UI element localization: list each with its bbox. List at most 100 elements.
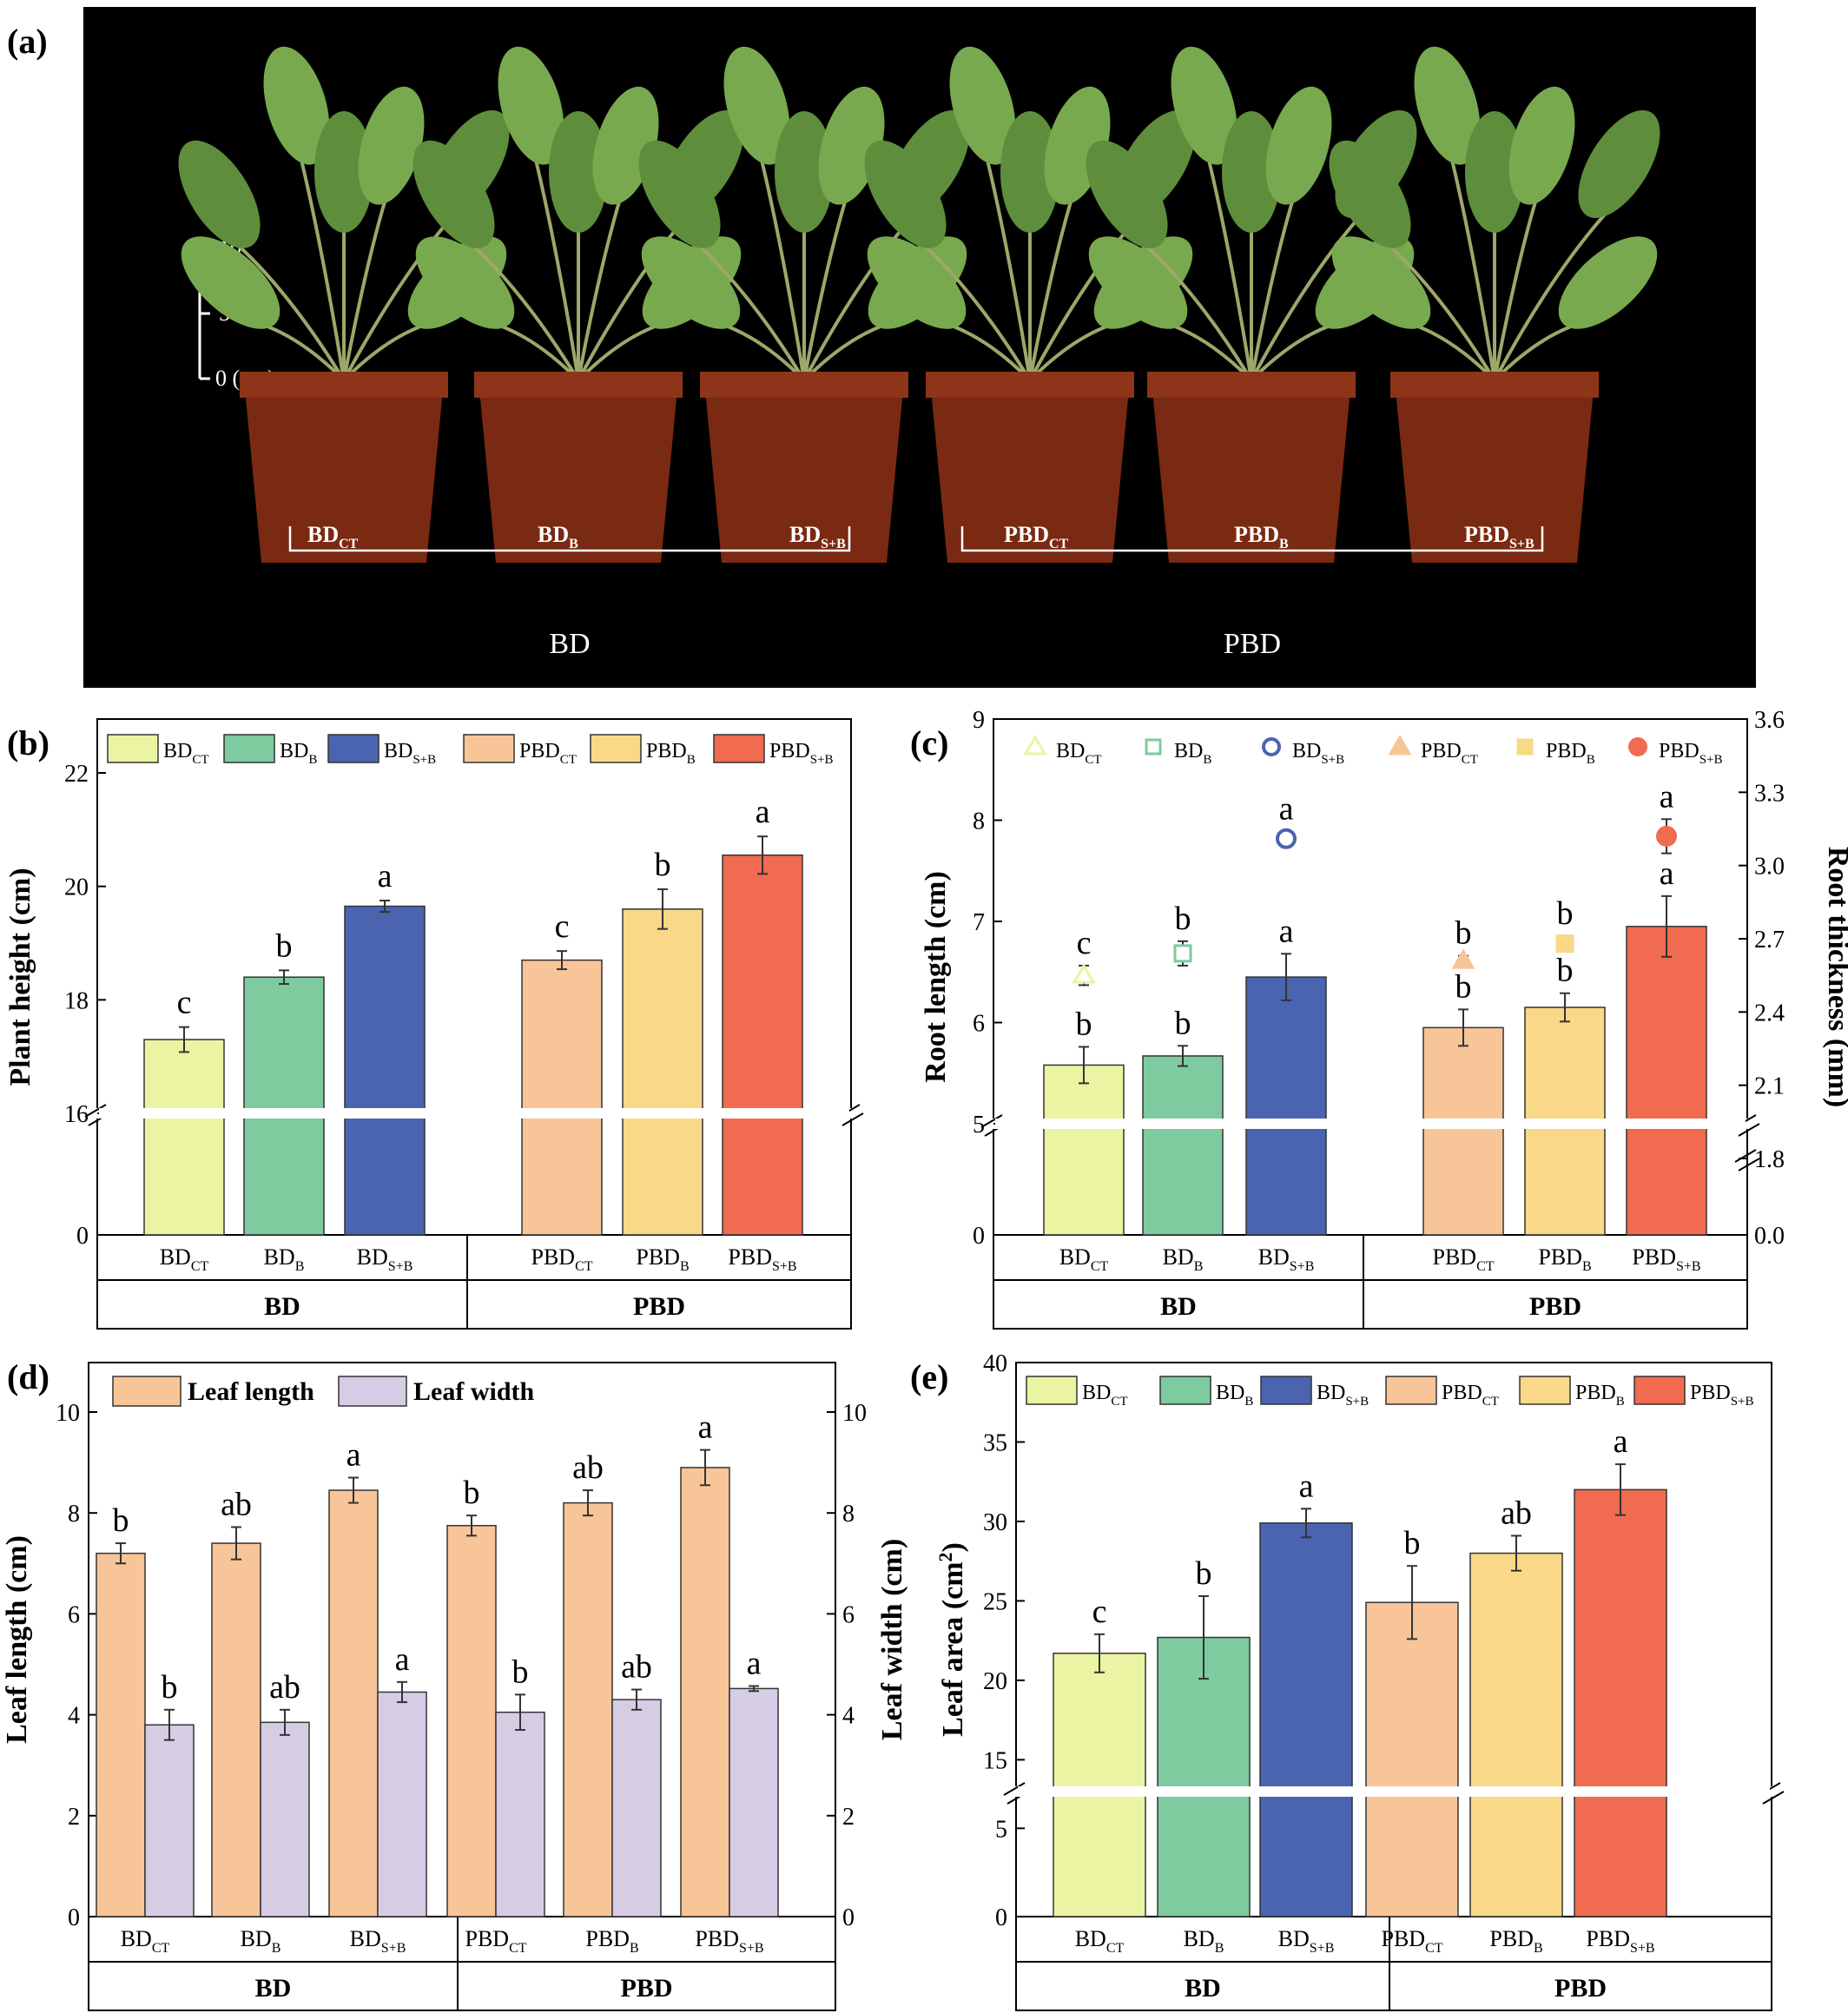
d-legend-label-0: Leaf length [188, 1377, 314, 1406]
e-legend-label-2-sub: S+B [1345, 1395, 1369, 1409]
b-legend-label-3-sub: CT [560, 753, 577, 767]
plant-3-leaf-0 [867, 236, 967, 329]
d-tick-label-1: BDB [241, 1926, 281, 1956]
d-tick-label-0-base: BD [121, 1926, 152, 1951]
d-tick-label-2-base: BD [350, 1926, 381, 1951]
b-legend-label-0-sub: CT [192, 753, 208, 767]
b-bar-4 [622, 908, 703, 1236]
c-ylabel-text: Root length (cm) [920, 871, 952, 1083]
c-letter-3: b [1455, 968, 1472, 1005]
c-legend-label-4-base: PBD [1546, 740, 1587, 762]
plant-4-leaf-3 [1222, 111, 1281, 233]
d-tick-label-0: BDCT [121, 1926, 170, 1956]
e-ytick-label-6: 35 [983, 1429, 1007, 1456]
plant-5-stem-0 [1381, 315, 1496, 382]
d-y2tick-label-4: 8 [842, 1501, 855, 1528]
plant-3-leaf-3 [1000, 111, 1059, 233]
e-bar-4 [1469, 1552, 1563, 1917]
plant-2-leaf-3 [775, 111, 834, 233]
plant-4-stem-2 [1202, 140, 1253, 381]
d-ylabel: Leaf length (cm) [1, 1535, 33, 1744]
c-tick-label-4-sub: B [1582, 1259, 1592, 1274]
d-y2label: Leaf width (cm) [876, 1539, 908, 1740]
c-legend-label-0-sub: CT [1085, 753, 1101, 767]
d-letter-width-0: b [162, 1669, 178, 1706]
b-tick-label-0: BDCT [160, 1244, 209, 1274]
d-tick-label-3-base: PBD [465, 1926, 509, 1951]
d-ytick-label-2: 4 [68, 1703, 80, 1730]
e-legend-label-1-sub: B [1244, 1395, 1253, 1409]
c-break-left-1 [980, 1114, 1003, 1128]
b-letter-0: c [177, 985, 192, 1021]
c-y2tick-label-4: 2.7 [1754, 927, 1785, 954]
b-bar-0 [143, 1039, 225, 1236]
photo-treatment-1-sub: B [569, 537, 578, 551]
e-legend-label-3-sub: CT [1482, 1395, 1499, 1409]
e-letter-1: b [1196, 1555, 1212, 1592]
b-letter-4: b [655, 847, 671, 883]
plant-photo: 1050 (cm)BDCTBDBBDS+BPBDCTPBDBPBDS+BBDPB… [83, 7, 1756, 688]
b-tick-label-4: PBDB [636, 1244, 689, 1274]
plant-3-leaf-1 [864, 140, 947, 248]
b-bar-5 [722, 854, 803, 1236]
c-tick-label-1-base: BD [1163, 1244, 1194, 1270]
c-letter-1: b [1175, 1005, 1191, 1041]
e-legend-label-3-base: PBD [1442, 1382, 1482, 1404]
c-legend-label-4-sub: B [1587, 753, 1595, 767]
b-tick-label-4-sub: B [680, 1259, 690, 1274]
c-tick-label-4: PBDB [1538, 1244, 1591, 1274]
c-y2tick-label-7: 3.6 [1754, 707, 1785, 734]
d-tick-label-2-sub: S+B [381, 1941, 406, 1956]
plant-0-leaf-4 [358, 86, 425, 205]
plant-1-leaf-2 [498, 46, 564, 165]
c-bar-3 [1422, 1026, 1504, 1236]
e-legend-label-0-sub: CT [1111, 1395, 1127, 1409]
d-y2tick-label-3: 6 [842, 1601, 855, 1628]
d-letter-length-1: ab [221, 1486, 252, 1522]
d-letter-length-5: a [698, 1409, 713, 1446]
e-bar-2 [1259, 1522, 1353, 1917]
pot-0 [244, 380, 444, 563]
e-legend-label-5-sub: S+B [1731, 1395, 1754, 1409]
pot-4 [1152, 380, 1351, 563]
e-ylabel-text: Leaf area (cm [937, 1561, 969, 1736]
pot-2 [704, 380, 904, 563]
b-bar-2 [344, 905, 426, 1236]
e-bar-3 [1365, 1601, 1459, 1917]
plant-1-stem-2 [529, 140, 580, 381]
b-letter-5: a [756, 794, 770, 830]
plant-5-leaf-0 [1331, 236, 1431, 329]
e-ylabel-sup: 2 [934, 1552, 956, 1561]
b-legend-label-1-sub: B [308, 753, 317, 767]
b-legend-label-5: PBDS+B [769, 740, 834, 767]
c-tick-label-2-sub: S+B [1290, 1259, 1315, 1274]
c-ytick-label-2: 6 [973, 1011, 985, 1038]
d-tick-label-5: PBDS+B [695, 1926, 763, 1956]
plant-5-leaf-3 [1465, 111, 1524, 233]
b-tick-label-3-sub: CT [575, 1259, 593, 1274]
e-break-left-1 [1003, 1782, 1026, 1796]
e-legend-label-0-base: BD [1082, 1382, 1111, 1404]
b-tick-label-5-sub: S+B [772, 1259, 797, 1274]
e-legend-label-1-base: BD [1216, 1382, 1244, 1404]
plant-1-leaf-3 [549, 111, 608, 233]
plant-2-stem-0 [690, 315, 806, 382]
c-legend-marker-3 [1388, 735, 1412, 756]
c-table-frame [993, 1234, 1748, 1330]
d-bar-width-0 [144, 1724, 195, 1917]
e-tick-label-5: PBDS+B [1586, 1926, 1654, 1956]
c-tick-label-5-base: PBD [1632, 1244, 1676, 1270]
d-tick-label-5-sub: S+B [739, 1941, 764, 1956]
b-tick-label-2-base: BD [357, 1244, 388, 1270]
b-tick-label-4-base: PBD [636, 1244, 680, 1270]
c-tick-label-1-sub: B [1194, 1259, 1204, 1274]
pot-rim-3 [926, 372, 1134, 398]
d-y2tick-label-1: 2 [842, 1804, 855, 1831]
c-thickness-marker-4 [1555, 934, 1574, 954]
d-letter-length-0: b [113, 1502, 129, 1539]
b-tick-label-5-base: PBD [728, 1244, 772, 1270]
photo-treatment-2: BDS+B [789, 522, 846, 551]
c-break-right2-1 [1734, 1149, 1757, 1163]
b-legend-label-0: BDCT [163, 740, 209, 767]
